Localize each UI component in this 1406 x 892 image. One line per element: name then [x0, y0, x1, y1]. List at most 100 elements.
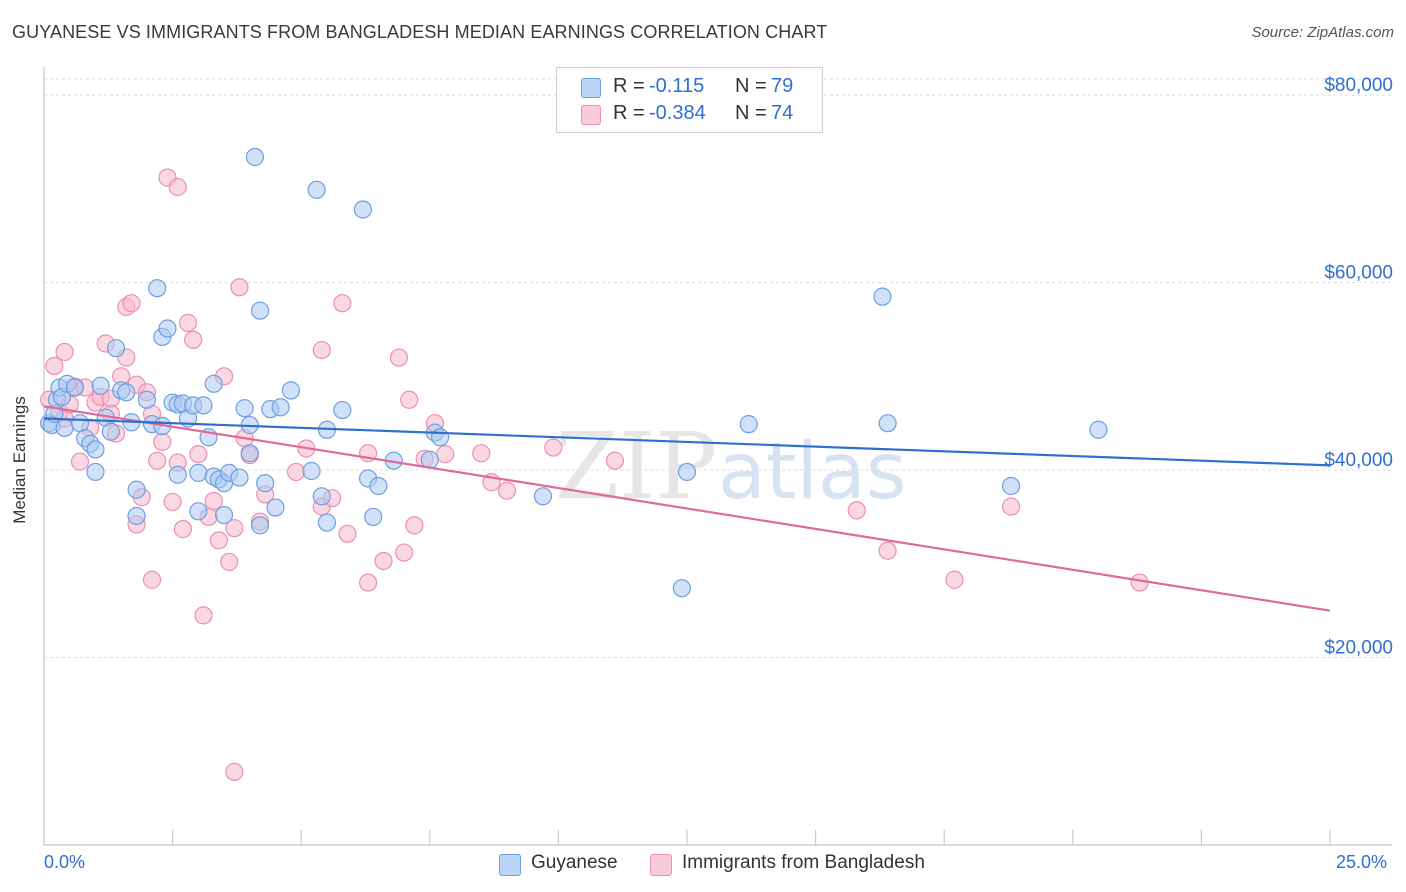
bangladesh-point: [1130, 573, 1149, 592]
bangladesh-point: [204, 491, 223, 511]
legend-swatch-blue: [581, 78, 601, 98]
guyanese-point: [127, 506, 146, 526]
guyanese-point: [302, 461, 321, 481]
guyanese-point: [307, 180, 326, 199]
bangladesh-point: [497, 481, 517, 500]
bangladesh-point: [230, 278, 249, 297]
guyanese-point: [533, 487, 553, 506]
bangladesh-point: [55, 342, 74, 362]
guyanese-point: [148, 279, 167, 298]
guyanese-point: [214, 505, 234, 525]
legend-label-bangladesh: Immigrants from Bangladesh: [682, 852, 925, 873]
bangladesh-point: [472, 444, 491, 463]
bangladesh-point: [436, 445, 455, 464]
guyanese-point: [194, 396, 213, 415]
bangladesh-point: [168, 177, 187, 197]
guyanese-point: [65, 378, 84, 397]
guyanese-point: [250, 301, 270, 320]
bangladesh-point: [220, 552, 239, 572]
series-guyanese-points: [40, 147, 1108, 598]
bangladesh-point: [70, 452, 90, 471]
bangladesh-point: [189, 445, 208, 464]
guyanese-point: [106, 339, 126, 358]
bangladesh-point: [184, 330, 203, 349]
legend-r-value: -0.384: [649, 102, 706, 124]
bangladesh-point: [358, 573, 378, 592]
bangladesh-point: [605, 451, 625, 470]
guyanese-point: [256, 474, 275, 493]
guyanese-point: [189, 502, 208, 521]
guyanese-point: [312, 487, 331, 506]
guyanese-point: [101, 422, 120, 441]
guyanese-point: [677, 462, 697, 482]
bangladesh-point: [225, 519, 244, 538]
guyanese-point: [235, 399, 254, 418]
bangladesh-trend-line: [43, 405, 1331, 612]
guyanese-point: [189, 463, 208, 482]
legend-n-value: 79: [771, 75, 794, 97]
guyanese-point: [1089, 420, 1108, 439]
bangladesh-point: [333, 294, 352, 313]
guyanese-point: [369, 476, 388, 496]
bangladesh-point: [45, 356, 64, 376]
bangladesh-point: [878, 541, 897, 560]
guyanese-point: [250, 516, 270, 535]
x-axis-max-label: 25.0%: [1336, 852, 1388, 872]
guyanese-point: [230, 468, 249, 487]
bangladesh-point: [394, 543, 414, 562]
guyanese-point: [137, 390, 156, 409]
legend-r-label: R =: [613, 75, 645, 97]
guyanese-point: [353, 200, 373, 219]
guyanese-point: [672, 579, 691, 598]
bangladesh-point: [312, 340, 331, 360]
series-legend: Guyanese Immigrants from Bangladesh: [0, 852, 1406, 878]
guyanese-point: [55, 418, 74, 437]
guyanese-point: [317, 513, 337, 532]
guyanese-point: [91, 376, 110, 395]
grid-lines: [44, 78, 1392, 659]
trend-lines: [43, 405, 1331, 612]
legend-r-value: -0.115: [649, 75, 705, 97]
x-axis-min-label: 0.0%: [44, 852, 86, 872]
y-axis-title: Median Earnings: [10, 396, 29, 524]
guyanese-point: [364, 507, 383, 527]
guyanese-point: [1001, 476, 1021, 496]
legend-swatch-pink: [581, 105, 601, 125]
watermark: ZIP atlas: [555, 413, 907, 520]
bangladesh-point: [148, 451, 167, 470]
bangladesh-point: [173, 520, 192, 539]
guyanese-point: [739, 415, 758, 434]
bangladesh-point: [209, 531, 228, 550]
legend-n-value: 74: [771, 102, 794, 124]
y-tick-label: $60,000: [1324, 263, 1393, 284]
guyanese-point: [878, 414, 897, 433]
guyanese-point: [333, 400, 352, 420]
bangladesh-point: [1001, 497, 1021, 516]
bangladesh-point: [374, 551, 393, 571]
guyanese-point: [127, 480, 146, 499]
bangladesh-point: [847, 501, 866, 520]
guyanese-trend-line: [43, 417, 1331, 467]
bangladesh-point: [400, 390, 419, 409]
y-tick-labels: $20,000 $40,000 $60,000 $80,000: [1324, 75, 1393, 658]
bangladesh-point: [142, 570, 162, 589]
watermark-atlas: atlas: [718, 427, 907, 517]
guyanese-point: [281, 381, 301, 400]
legend-swatch-pink: [650, 854, 672, 876]
bangladesh-point: [178, 313, 198, 332]
guyanese-point: [168, 465, 187, 484]
guyanese-point: [86, 440, 105, 459]
legend-n-label: N =: [735, 102, 767, 124]
bangladesh-point: [153, 432, 172, 452]
guyanese-point: [245, 147, 265, 167]
guyanese-point: [117, 383, 136, 402]
guyanese-point: [86, 462, 105, 482]
guyanese-point: [204, 374, 223, 393]
chart-title: GUYANESE VS IMMIGRANTS FROM BANGLADESH M…: [12, 22, 828, 42]
bangladesh-point: [338, 524, 357, 543]
bangladesh-point: [163, 492, 182, 512]
guyanese-point: [271, 398, 290, 417]
bangladesh-point: [122, 294, 141, 313]
bangladesh-point: [194, 606, 213, 625]
